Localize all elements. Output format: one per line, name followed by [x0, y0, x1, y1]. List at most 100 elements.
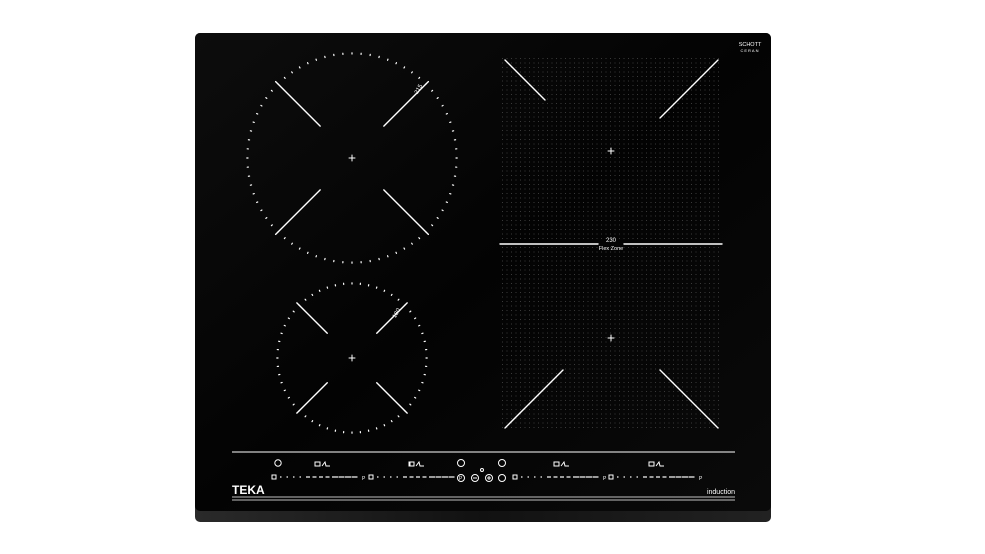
- flex-zone-dot: [556, 107, 557, 109]
- flex-zone-dot: [691, 67, 692, 68]
- flex-zone-dot: [704, 152, 706, 154]
- slider-p-label[interactable]: P: [459, 476, 463, 482]
- flex-zone-dot: [623, 296, 625, 298]
- flex-zone-dot: [659, 332, 661, 334]
- plus-icon[interactable]: [485, 474, 493, 482]
- flex-zone-dot: [547, 287, 548, 289]
- flex-zone-dot: [673, 179, 674, 181]
- flex-zone-dot: [556, 310, 557, 311]
- flex-zone-dot: [511, 391, 512, 392]
- flex-zone-dot: [700, 211, 701, 212]
- flex-zone-dot: [619, 170, 620, 172]
- flex-zone-dot: [637, 89, 638, 91]
- flex-zone-dot: [565, 170, 566, 172]
- stop-icon[interactable]: [457, 474, 465, 482]
- flex-zone-dot: [704, 337, 706, 338]
- flex-zone-dot: [700, 184, 701, 185]
- flex-zone-dot: [511, 251, 512, 253]
- flex-zone-dot: [565, 332, 566, 334]
- flex-zone-dot: [628, 409, 629, 410]
- flex-zone-dot: [655, 161, 656, 163]
- flex-zone-dot: [547, 395, 548, 397]
- flex-zone-dot: [515, 373, 517, 374]
- minus-icon[interactable]: [471, 474, 479, 482]
- flex-zone-dot: [718, 188, 719, 190]
- flex-zone-dot: [601, 422, 602, 424]
- flex-zone-dot: [650, 134, 652, 136]
- flex-zone-dot: [578, 247, 580, 248]
- flex-zone-dot: [506, 224, 508, 226]
- flex-zone-dot: [547, 161, 548, 163]
- flex-zone-dot: [569, 112, 571, 113]
- slider-p-label[interactable]: P: [362, 476, 366, 482]
- flex-zone-dot: [668, 359, 670, 361]
- flex-zone-dot: [695, 170, 697, 172]
- timer-icon[interactable]: [498, 474, 506, 482]
- flex-zone-dot: [533, 328, 535, 329]
- flex-zone-dot: [538, 76, 539, 77]
- flex-zone-dot: [538, 427, 539, 428]
- flex-zone-dot: [646, 238, 647, 239]
- flex-zone-dot: [574, 80, 575, 82]
- flex-zone-dot: [574, 134, 575, 136]
- zone-ring-dot: [304, 415, 307, 418]
- flex-zone-dot: [628, 85, 629, 86]
- flex-zone-dot: [646, 283, 647, 284]
- flex-zone-dot: [673, 121, 674, 122]
- flex-zone-dot: [718, 278, 719, 280]
- flex-zone-dot: [632, 274, 634, 275]
- flex-zone-dot: [709, 175, 710, 176]
- flex-zone-dot: [547, 296, 548, 298]
- flex-zone-dot: [578, 292, 580, 293]
- flex-zone-dot: [664, 215, 665, 217]
- flex-zone-dot: [556, 184, 557, 185]
- flex-zone-dot: [529, 157, 530, 158]
- flex-zone-dot: [511, 400, 512, 401]
- flex-zone-dot: [565, 422, 566, 424]
- flex-zone-dot: [511, 418, 512, 419]
- flex-zone-dot: [601, 62, 602, 64]
- flex-zone-dot: [596, 314, 598, 316]
- flex-zone-dot: [542, 427, 544, 428]
- flex-zone-dot: [578, 67, 580, 68]
- slider-p-label[interactable]: P: [603, 476, 607, 482]
- flex-zone-dot: [569, 130, 571, 131]
- flex-zone-dot: [668, 71, 670, 73]
- flex-zone-dot: [673, 193, 674, 194]
- pot-icon: [648, 461, 655, 467]
- flex-zone-dot: [623, 373, 625, 374]
- flex-zone-dot: [569, 215, 571, 217]
- flex-zone-dot: [650, 98, 652, 100]
- flex-zone-dot: [664, 220, 665, 221]
- flex-zone-dot: [718, 215, 719, 217]
- flex-zone-dot: [542, 62, 544, 64]
- timer-indicator-icon[interactable]: [480, 468, 484, 472]
- flex-zone-dot: [511, 224, 512, 226]
- flex-zone-dot: [556, 94, 557, 95]
- flex-zone-dot: [628, 296, 629, 298]
- zone-ring-dot: [383, 424, 386, 427]
- flex-zone-dot: [551, 404, 553, 406]
- flex-zone-dot: [587, 184, 589, 185]
- flex-zone-dot: [695, 161, 697, 163]
- flex-zone-dot: [718, 274, 719, 275]
- flex-zone-dot: [718, 229, 719, 230]
- flex-zone-dot: [619, 220, 620, 221]
- flex-zone-dot: [547, 413, 548, 415]
- flex-zone-dot: [646, 346, 647, 347]
- flex-zone-dot: [691, 328, 692, 329]
- flex-zone-dot: [538, 346, 539, 347]
- slider-p-label[interactable]: P: [699, 476, 703, 482]
- flex-zone-dot: [704, 170, 706, 172]
- flex-zone-dot: [515, 170, 517, 172]
- flex-zone-dot: [605, 116, 607, 118]
- flex-zone-dot: [569, 413, 571, 415]
- flex-zone-dot: [524, 67, 526, 68]
- flex-zone-dot: [538, 193, 539, 194]
- flex-zone-dot: [668, 175, 670, 176]
- pause-icon[interactable]: [498, 459, 506, 467]
- flex-zone-dot: [506, 256, 508, 257]
- lock-icon[interactable]: [457, 459, 465, 467]
- flex-zone-dot: [601, 179, 602, 181]
- flex-zone-dot: [677, 413, 679, 415]
